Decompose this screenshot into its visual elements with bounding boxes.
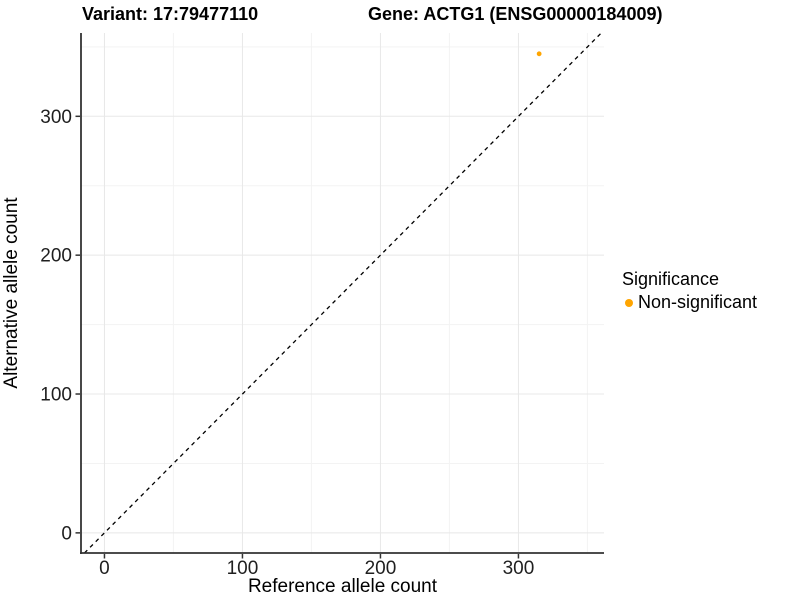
y-tick-label: 100 [40,385,72,406]
x-tick-label: 100 [227,558,259,579]
plot-title-variant: Variant: 17:79477110 [82,4,259,24]
y-tick-label: 200 [40,246,72,267]
identity-line-dashed [83,32,602,554]
y-tick-label: 300 [40,107,72,128]
y-tick-label: 0 [61,523,72,544]
legend: Significance Non-significant [622,268,757,313]
plot-title-gene: Gene: ACTG1 (ENSG00000184009) [368,4,663,24]
x-tick-label: 0 [99,558,110,579]
legend-item: Non-significant [622,292,757,313]
x-tick-label: 300 [503,558,535,579]
legend-point-swatch [625,298,633,307]
data-point [536,51,542,57]
legend-title: Significance [622,269,720,289]
x-axis-title: Reference allele count [247,576,438,597]
x-tick-label: 200 [365,558,397,579]
legend-item-label: Non-significant [638,292,758,312]
